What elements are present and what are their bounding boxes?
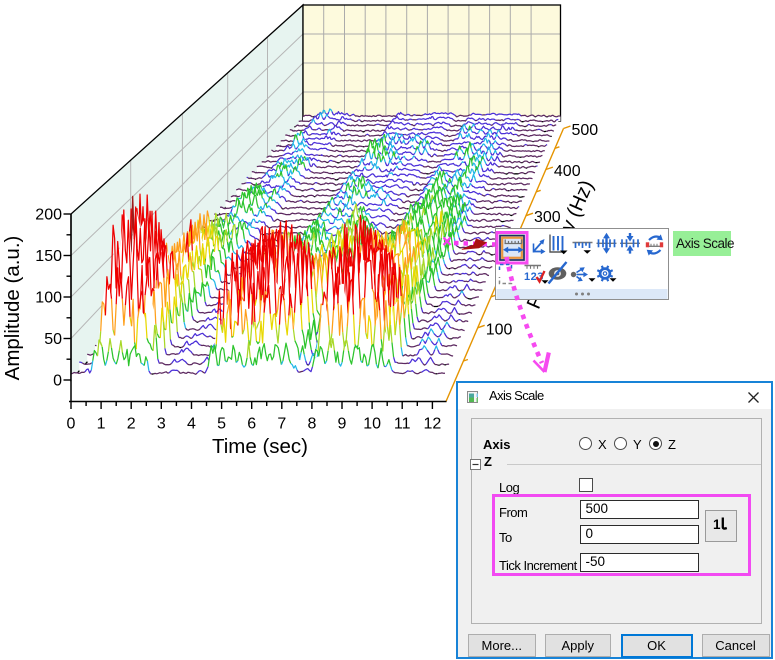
svg-text:100: 100	[35, 290, 62, 307]
svg-text:100: 100	[486, 321, 513, 338]
svg-text:4: 4	[187, 416, 196, 433]
svg-text:7: 7	[277, 416, 286, 433]
svg-text:11: 11	[394, 416, 411, 433]
svg-text:Time (sec): Time (sec)	[212, 435, 308, 458]
svg-text:9: 9	[338, 416, 347, 433]
svg-text:400: 400	[554, 163, 581, 180]
svg-text:3: 3	[157, 416, 166, 433]
svg-text:150: 150	[35, 248, 62, 265]
svg-text:300: 300	[534, 209, 561, 226]
svg-text:8: 8	[307, 416, 316, 433]
svg-text:1: 1	[713, 517, 721, 532]
svg-text:500: 500	[572, 122, 599, 139]
svg-text:Amplitude (a.u.): Amplitude (a.u.)	[1, 236, 24, 381]
svg-text:0: 0	[67, 416, 76, 433]
svg-text:50: 50	[44, 331, 62, 348]
svg-text:1: 1	[97, 416, 106, 433]
svg-text:2: 2	[127, 416, 136, 433]
svg-text:0: 0	[53, 373, 62, 390]
svg-text:5: 5	[217, 416, 226, 433]
svg-text:200: 200	[35, 207, 62, 224]
svg-text:10: 10	[363, 416, 381, 433]
svg-text:12: 12	[424, 416, 442, 433]
svg-text:6: 6	[247, 416, 256, 433]
